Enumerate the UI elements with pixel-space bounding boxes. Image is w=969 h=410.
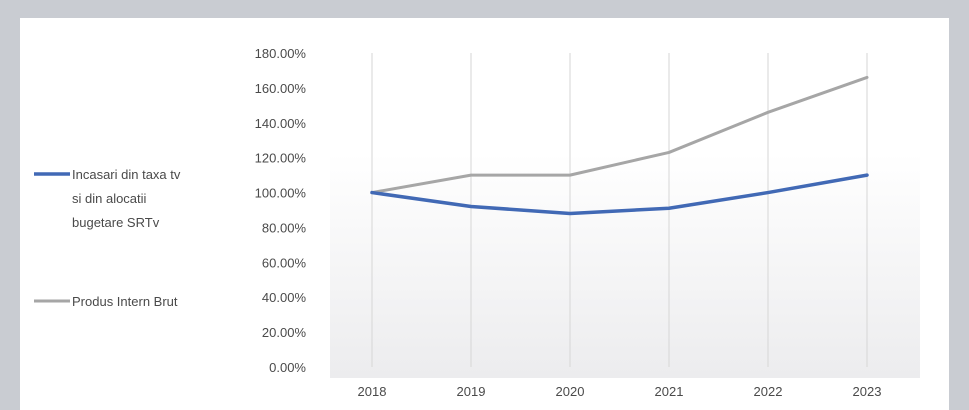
y-tick-label-9: 180.00% [255,46,307,61]
legend-label-line-1: si din alocatii [72,191,147,206]
y-tick-label-1: 20.00% [262,325,307,340]
x-tick-label-2019: 2019 [457,384,486,399]
legend-label-line-2: bugetare SRTv [72,215,160,230]
x-tick-label-2020: 2020 [556,384,585,399]
y-axis-tick-labels: 0.00% 20.00% 40.00% 60.00% 80.00% 100.00% 120.… [255,46,307,375]
line-chart: 0.00% 20.00% 40.00% 60.00% 80.00% 100.00% 120.… [34,46,920,399]
series-lines [370,75,869,216]
legend: Incasari din taxa tv si din alocatii buget… [34,167,181,309]
vertical-gridlines [371,53,868,367]
x-tick-label-2021: 2021 [655,384,684,399]
y-tick-label-7: 140.00% [255,116,307,131]
chart-panel: 0.00% 20.00% 40.00% 60.00% 80.00% 100.00% 120.… [20,18,949,410]
y-tick-label-3: 60.00% [262,255,307,270]
y-tick-label-6: 120.00% [255,151,307,166]
x-tick-label-2018: 2018 [358,384,387,399]
legend-label-line-0: Produs Intern Brut [72,294,178,309]
plot-area-background [330,153,920,378]
series-line-incasari [370,173,869,216]
series-line-pib [370,75,869,195]
y-tick-label-2: 40.00% [262,290,307,305]
y-tick-label-0: 0.00% [269,360,306,375]
y-tick-label-8: 160.00% [255,81,307,96]
x-tick-label-2023: 2023 [853,384,882,399]
legend-entry-pib: Produs Intern Brut [34,294,178,309]
x-tick-label-2022: 2022 [754,384,783,399]
x-axis-tick-labels: 2018 2019 2020 2021 2022 2023 [358,384,882,399]
y-tick-label-4: 80.00% [262,220,307,235]
legend-label-line-0: Incasari din taxa tv [72,167,181,182]
y-tick-label-5: 100.00% [255,186,307,201]
legend-entry-incasari: Incasari din taxa tv si din alocatii buget… [34,167,181,230]
